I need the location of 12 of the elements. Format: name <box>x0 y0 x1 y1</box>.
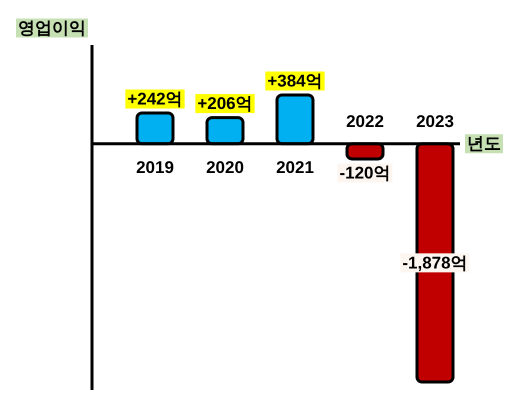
data-label: +206억 <box>197 94 253 114</box>
data-label: -1,878억 <box>402 253 468 272</box>
data-label: +242억 <box>127 90 183 109</box>
x-tick-label: 2019 <box>136 158 174 178</box>
x-axis-title: 년도 <box>467 134 501 154</box>
x-tick-label: 2020 <box>206 158 244 178</box>
data-label: -120억 <box>339 163 391 182</box>
x-tick-label: 2022 <box>346 112 384 132</box>
x-tick-label: 2021 <box>276 158 314 178</box>
x-tick-label: 2023 <box>416 112 454 132</box>
data-label: +384억 <box>267 72 323 90</box>
y-axis-title: 영업이익 <box>18 18 86 38</box>
